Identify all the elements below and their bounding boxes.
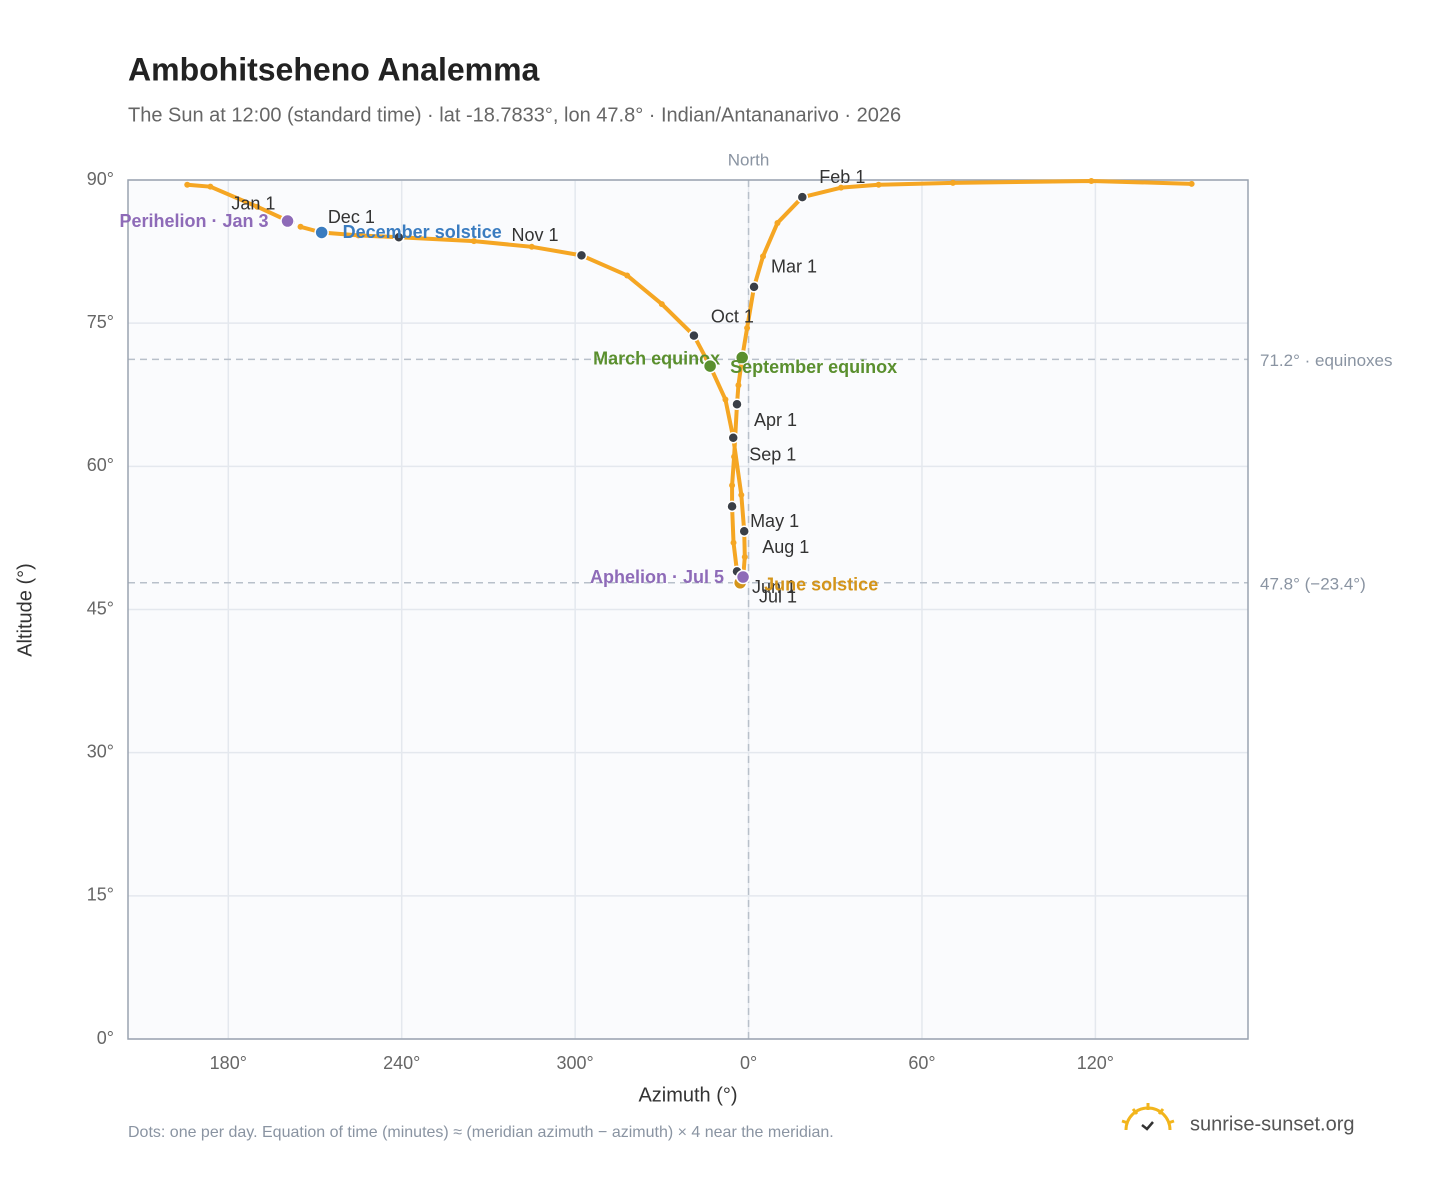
daily-dot — [949, 179, 956, 186]
marker-dot — [738, 525, 750, 537]
daily-dot — [1088, 177, 1095, 184]
y-tick-label: 60° — [87, 455, 114, 475]
meridian-label: North — [728, 150, 770, 169]
marker-label: December solstice — [343, 222, 502, 242]
brand-logo — [1121, 1103, 1175, 1131]
daily-dot — [838, 184, 845, 191]
x-tick-label: 60° — [908, 1053, 935, 1073]
marker-label: Sep 1 — [749, 444, 796, 464]
analemma-line — [187, 182, 292, 224]
marker-label: Aug 1 — [762, 537, 809, 557]
daily-dot — [774, 219, 781, 226]
marker-label: Perihelion · Jan 3 — [119, 211, 268, 231]
marker-dot — [688, 329, 700, 342]
daily-dot — [528, 243, 535, 250]
marker-label: March equinox — [593, 348, 720, 368]
marker-label: Apr 1 — [754, 410, 797, 430]
marker-label: Oct 1 — [711, 306, 754, 326]
daily-dot — [254, 203, 261, 210]
marker-dot — [393, 231, 405, 244]
y-tick-label: 30° — [87, 741, 114, 761]
daily-dot — [297, 223, 304, 230]
x-tick-label: 120° — [1077, 1053, 1114, 1073]
marker-label: Mar 1 — [771, 257, 817, 277]
marker-dot — [735, 569, 751, 585]
daily-dot — [744, 324, 751, 331]
daily-dot — [760, 253, 767, 260]
daily-dot — [731, 453, 738, 460]
marker-dot — [748, 281, 760, 293]
marker-label: Aphelion · Jul 5 — [590, 567, 724, 587]
daily-dot — [624, 272, 631, 279]
x-tick-label: 180° — [210, 1053, 247, 1073]
footnote: Dots: one per day. Equation of time (min… — [128, 1124, 834, 1141]
y-tick-label: 75° — [87, 312, 114, 332]
daily-dot — [658, 301, 665, 308]
y-tick-label: 0° — [97, 1028, 114, 1048]
daily-dot — [730, 539, 737, 546]
marker-label: September equinox — [730, 357, 897, 377]
marker-dot — [796, 191, 809, 203]
x-tick-label: 240° — [383, 1053, 420, 1073]
y-tick-label: 15° — [87, 885, 114, 905]
marker-dot — [314, 225, 329, 240]
marker-label: Nov 1 — [511, 225, 558, 245]
marker-dot — [731, 398, 743, 411]
daily-dot — [470, 238, 477, 245]
daily-dot — [722, 396, 729, 403]
marker-dot — [280, 213, 295, 229]
marker-dot — [727, 431, 739, 444]
daily-dot — [875, 181, 882, 188]
marker-dot — [702, 358, 718, 374]
y-axis-label: Altitude (°) — [14, 563, 36, 657]
reference-label: 47.8° (−23.4°) — [1260, 574, 1366, 593]
marker-dot — [726, 500, 738, 513]
daily-dot — [741, 554, 748, 561]
daily-dot — [355, 232, 362, 239]
daily-dot — [729, 482, 736, 489]
daily-dot — [1188, 180, 1195, 187]
marker-label: Jun 1 — [752, 577, 796, 597]
marker-label: Dec 1 — [328, 207, 375, 227]
marker-label: Jan 1 — [231, 194, 275, 214]
daily-dot — [207, 183, 214, 190]
daily-dot — [184, 181, 191, 188]
plot-border — [127, 179, 1249, 1040]
y-tick-label: 45° — [87, 598, 114, 618]
marker-label: May 1 — [750, 511, 799, 531]
chart-subtitle: The Sun at 12:00 (standard time) · lat -… — [128, 104, 901, 126]
marker-dot — [734, 350, 750, 365]
chart-title: Ambohitseheno Analemma — [128, 51, 540, 87]
x-axis-label: Azimuth (°) — [638, 1084, 737, 1106]
marker-label: Jul 1 — [759, 587, 797, 607]
reference-label: 71.2° · equinoxes — [1260, 351, 1393, 370]
marker-label: June solstice — [764, 575, 878, 595]
y-tick-label: 90° — [87, 169, 114, 189]
x-tick-label: 0° — [740, 1053, 757, 1073]
x-tick-label: 300° — [557, 1053, 594, 1073]
brand: sunrise-sunset.org — [1190, 1113, 1355, 1135]
daily-dot — [738, 491, 745, 498]
daily-dot — [735, 382, 742, 389]
marker-dot — [575, 249, 588, 262]
marker-label: Feb 1 — [819, 167, 865, 187]
